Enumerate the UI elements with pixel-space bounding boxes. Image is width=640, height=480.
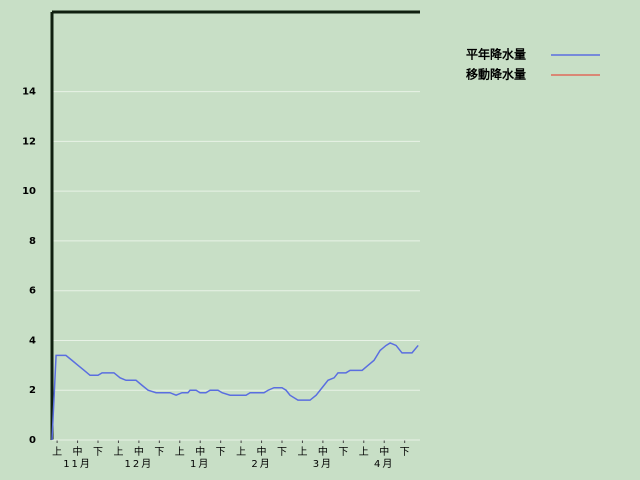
x-tick-label: 中 bbox=[257, 445, 267, 458]
x-tick-label: 中 bbox=[73, 445, 83, 458]
x-tick-label: 下 bbox=[338, 447, 348, 458]
x-tick-label: 中 bbox=[195, 445, 205, 458]
month-label: 4月 bbox=[374, 458, 394, 470]
x-tick-label: 下 bbox=[277, 447, 287, 458]
y-tick-label: 10 bbox=[22, 186, 36, 197]
x-tick-label: 上 bbox=[236, 446, 246, 458]
month-label: 1月 bbox=[190, 458, 210, 470]
x-tick-label: 中 bbox=[134, 445, 144, 458]
x-tick-label: 下 bbox=[400, 447, 410, 458]
month-label: 11月 bbox=[63, 458, 92, 470]
x-tick-label: 中 bbox=[318, 445, 328, 458]
x-tick-label: 上 bbox=[113, 446, 123, 458]
y-tick-label: 14 bbox=[22, 87, 36, 98]
y-tick-label: 6 bbox=[29, 286, 36, 297]
y-tick-label: 4 bbox=[29, 335, 36, 346]
month-label: 3月 bbox=[313, 458, 333, 470]
x-tick-label: 上 bbox=[359, 446, 369, 458]
month-label: 2月 bbox=[251, 458, 271, 470]
legend-label: 移動降水量 bbox=[466, 67, 526, 82]
y-tick-label: 2 bbox=[29, 385, 36, 396]
x-tick-label: 上 bbox=[52, 446, 62, 458]
y-tick-label: 8 bbox=[29, 236, 36, 247]
x-tick-label: 上 bbox=[297, 446, 307, 458]
x-tick-label: 下 bbox=[93, 447, 103, 458]
data-line bbox=[51, 342, 419, 441]
x-tick-label: 中 bbox=[379, 445, 389, 458]
month-label: 12月 bbox=[125, 458, 154, 470]
y-tick-label: 12 bbox=[22, 136, 36, 147]
legend-label: 平年降水量 bbox=[466, 47, 526, 62]
x-tick-label: 下 bbox=[216, 447, 226, 458]
y-tick-label: 0 bbox=[29, 435, 36, 446]
x-tick-label: 下 bbox=[154, 447, 164, 458]
x-tick-label: 上 bbox=[175, 446, 185, 458]
